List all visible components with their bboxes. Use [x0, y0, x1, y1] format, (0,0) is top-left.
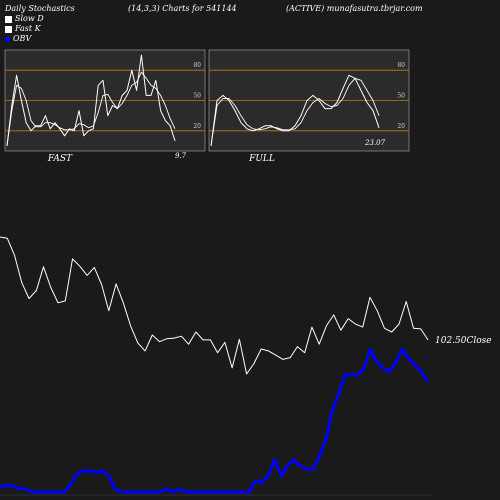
close-price-line [0, 236, 429, 375]
fast-slow-d-line [6, 71, 176, 146]
fast-panel-title: FAST [47, 154, 73, 164]
legend-label: OBV [13, 34, 32, 43]
fast-fast-k-line [6, 54, 176, 146]
fast-last-value: 9.7 [175, 152, 187, 160]
legend-label: Fast K [15, 24, 41, 33]
legend-item-slow-d: Slow D [5, 14, 44, 23]
chart-params: (14,3,3) Charts for 541144 [128, 4, 237, 13]
full-level-label: 20 [397, 123, 405, 130]
legend-swatch [5, 15, 12, 23]
fast-level-label: 20 [193, 123, 201, 130]
full-last-value: 23.07 [364, 139, 386, 147]
company-name: (ACTIVE) munafasutra.tbrjar.com [286, 4, 423, 13]
full-level-label: 50 [397, 93, 405, 100]
fast-level-label: 80 [193, 62, 201, 69]
chart-title: Daily Stochastics [5, 4, 75, 13]
legend-item-obv: OBV [5, 34, 31, 43]
legend-swatch [5, 36, 10, 42]
legend-swatch [5, 25, 12, 33]
legend-label: Slow D [15, 14, 44, 23]
obv-line [0, 347, 430, 494]
full-panel-title: FULL [248, 154, 275, 164]
full-level-label: 80 [397, 62, 405, 69]
full-fast-k-line [210, 74, 380, 146]
legend-item-fast-k: Fast K [5, 24, 41, 33]
full-slow-d-line [210, 77, 380, 146]
close-price-label: 102.50Close [435, 336, 492, 346]
fast-level-label: 50 [193, 93, 201, 100]
